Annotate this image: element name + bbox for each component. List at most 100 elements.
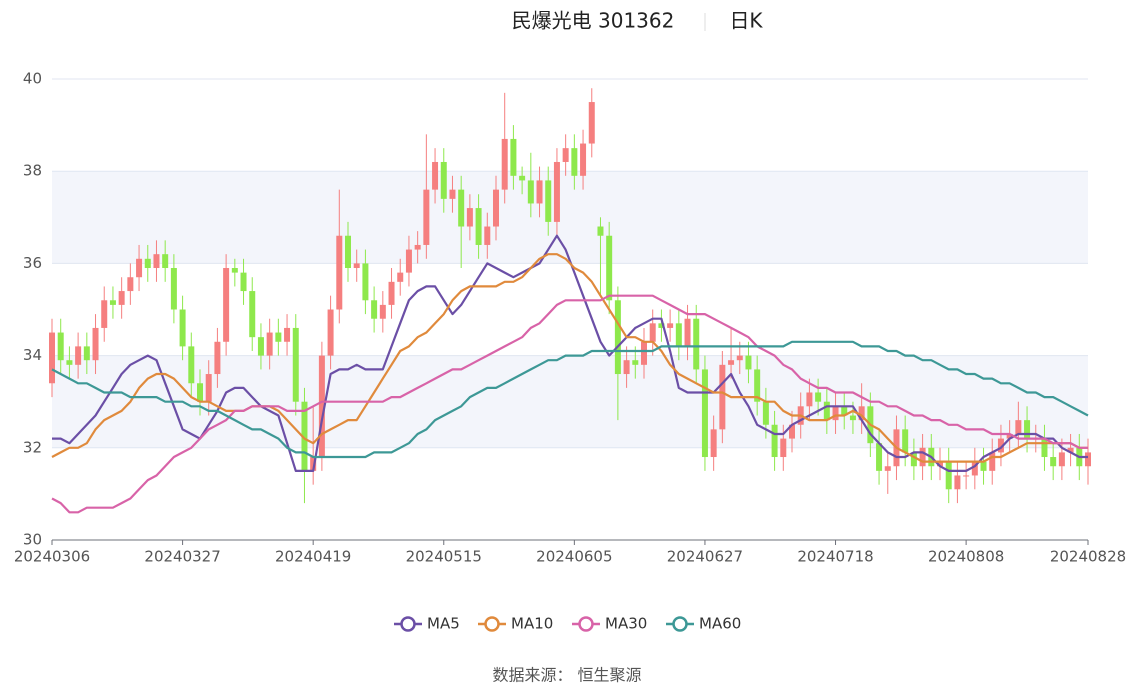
candle-body xyxy=(170,268,177,310)
candle-body xyxy=(980,461,987,471)
candle-body xyxy=(188,346,195,384)
candle-body xyxy=(902,429,909,453)
x-tick-label: 20240808 xyxy=(928,548,1004,566)
candle-body xyxy=(510,138,517,176)
x-tick-label: 20240828 xyxy=(1050,548,1126,566)
legend-label: MA5 xyxy=(427,615,460,633)
candle-body xyxy=(519,175,526,181)
candle-body xyxy=(205,374,212,402)
candle-body xyxy=(736,355,743,361)
candle-body xyxy=(162,254,169,269)
candle-body xyxy=(310,457,317,471)
x-tick-label: 20240627 xyxy=(667,548,743,566)
candle-body xyxy=(597,226,604,236)
candle-body xyxy=(997,438,1004,453)
legend-marker xyxy=(484,616,500,632)
candle-body xyxy=(771,424,778,458)
candle-body xyxy=(884,466,891,471)
candle-body xyxy=(806,392,813,407)
candle-body xyxy=(466,208,473,227)
legend-marker xyxy=(578,616,594,632)
x-tick-label: 20240718 xyxy=(797,548,873,566)
ma-line xyxy=(51,340,1089,459)
candle-body xyxy=(240,272,247,292)
legend-marker xyxy=(400,616,416,632)
y-tick-label: 36 xyxy=(23,254,42,272)
candle-body xyxy=(83,346,90,361)
candle-body xyxy=(1024,420,1031,439)
candle-body xyxy=(292,327,299,402)
candle-body xyxy=(144,258,151,269)
y-tick-label: 34 xyxy=(23,346,42,364)
x-tick-label: 20240327 xyxy=(144,548,220,566)
candle-body xyxy=(493,189,499,227)
candle-body xyxy=(414,244,421,250)
candle-body xyxy=(440,161,447,199)
x-tick-label: 20240515 xyxy=(406,548,482,566)
candle-body xyxy=(275,332,282,342)
candle-body xyxy=(762,401,769,425)
candle-body xyxy=(214,341,221,375)
candle-body xyxy=(153,254,160,269)
candle-body xyxy=(945,461,952,490)
candle-body xyxy=(379,304,386,319)
legend-label: MA60 xyxy=(699,615,741,633)
candle-body xyxy=(701,369,708,458)
candle-body xyxy=(527,180,534,204)
candle-body xyxy=(858,406,865,421)
candle-body xyxy=(301,401,308,471)
candle-body xyxy=(284,327,291,342)
candle-body xyxy=(780,438,787,458)
source-note: 数据来源： 恒生聚源 xyxy=(492,666,641,685)
candle-body xyxy=(728,360,735,365)
candle-body xyxy=(475,208,482,245)
candle-body xyxy=(371,300,378,319)
candle-body xyxy=(971,461,978,476)
candle-body xyxy=(876,443,883,471)
chart-subtitle: 日K xyxy=(729,9,763,33)
x-tick-label: 20240306 xyxy=(14,548,90,566)
candle-body xyxy=(501,138,508,190)
candle-body xyxy=(101,300,108,328)
candle-body xyxy=(327,309,334,356)
legend-marker xyxy=(672,616,688,632)
candle-body xyxy=(405,249,412,273)
candle-body xyxy=(1006,433,1013,439)
candle-body xyxy=(632,360,639,365)
ma-line xyxy=(51,294,1088,514)
candle-body xyxy=(362,263,369,301)
candle-body xyxy=(684,318,691,347)
candle-body xyxy=(49,332,55,384)
split-area xyxy=(52,171,1088,264)
candle-body xyxy=(136,258,143,278)
x-tick-label: 20240605 xyxy=(536,548,612,566)
candle-body xyxy=(223,268,230,342)
candle-body xyxy=(432,161,439,190)
candle-body xyxy=(458,189,465,227)
candle-body xyxy=(641,341,647,365)
candle-body xyxy=(318,355,325,458)
candle-body xyxy=(580,143,587,176)
candle-body xyxy=(667,323,674,328)
candle-body xyxy=(588,102,595,144)
candle-body xyxy=(675,323,682,347)
candle-body xyxy=(849,415,856,421)
y-tick-label: 30 xyxy=(23,531,42,549)
candle-body xyxy=(231,268,238,273)
candle-body xyxy=(109,300,116,305)
candle-body xyxy=(989,452,996,471)
y-tick-label: 32 xyxy=(23,438,42,456)
candle-body xyxy=(745,355,752,370)
candle-body xyxy=(423,189,430,245)
candle-body xyxy=(553,161,560,222)
candle-body xyxy=(815,392,822,402)
candle-body xyxy=(345,235,351,269)
candle-body xyxy=(449,189,456,199)
candle-body xyxy=(249,291,256,338)
candle-body xyxy=(75,346,82,365)
candle-body xyxy=(614,300,621,375)
candle-body xyxy=(754,369,761,402)
candle-body xyxy=(1058,452,1065,467)
ma-line xyxy=(52,234,1088,472)
